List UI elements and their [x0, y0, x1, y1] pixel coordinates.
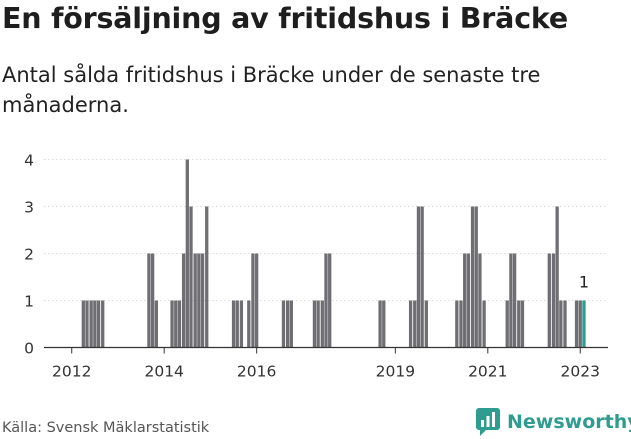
chart-title: En försäljning av fritidshus i Bräcke [2, 2, 569, 35]
bar [559, 300, 563, 348]
bar [416, 206, 421, 348]
bar [93, 300, 97, 348]
bar [96, 300, 101, 348]
y-tick-label: 4 [24, 152, 34, 170]
bar [512, 253, 517, 348]
bar [205, 206, 209, 348]
bar [424, 300, 428, 348]
bar [578, 300, 582, 348]
bar [147, 253, 151, 348]
bar [200, 253, 205, 348]
axes: 0 1 2 3 4 1 2012 2014 2016 2019 2021 2023 [24, 152, 608, 381]
x-tick-label: 2019 [376, 363, 415, 381]
bar [289, 300, 293, 348]
bar [189, 206, 193, 348]
bar [470, 206, 475, 348]
bar [463, 253, 467, 348]
bar [455, 300, 459, 348]
bar [235, 300, 239, 348]
bar [547, 253, 551, 348]
bar [459, 300, 463, 348]
bar [312, 300, 317, 348]
bar [85, 300, 89, 348]
x-tick-label: 2021 [468, 363, 507, 381]
bar-latest [582, 300, 586, 348]
x-tick-label: 2014 [144, 363, 183, 381]
bar [255, 253, 259, 348]
bar [509, 253, 513, 348]
bar [285, 300, 290, 348]
bar [320, 300, 324, 348]
bar [328, 253, 332, 348]
bar [316, 300, 320, 348]
bar [563, 300, 567, 348]
bar [89, 300, 93, 348]
bar-chart-logo-icon [476, 408, 500, 436]
y-tick-label: 3 [24, 199, 34, 217]
bar [251, 253, 255, 348]
bar [517, 300, 521, 348]
bar [174, 300, 178, 348]
bar [177, 300, 182, 348]
bar [574, 300, 579, 348]
bar [324, 253, 328, 348]
bar [505, 300, 509, 348]
bar [478, 253, 482, 348]
bar [150, 253, 155, 348]
bar [170, 300, 174, 348]
source-text: Källa: Svensk Mäklarstatistik [2, 420, 210, 436]
bar [520, 300, 525, 348]
y-tick-label: 0 [24, 340, 34, 358]
bar [382, 300, 386, 348]
bar [555, 206, 559, 348]
bar [482, 300, 486, 348]
bar [474, 206, 478, 348]
bar [420, 206, 424, 348]
data-label-latest: 1 [579, 273, 589, 292]
bar [81, 300, 85, 348]
bar [185, 159, 189, 348]
brand-logo: Newsworthy [476, 408, 631, 436]
x-tick-label: 2023 [561, 363, 600, 381]
bar [154, 300, 158, 348]
bar-chart: 0 1 2 3 4 1 2012 2014 2016 2019 2021 2023 [24, 152, 608, 381]
brand-name: Newsworthy [507, 411, 631, 433]
bar [378, 300, 382, 348]
y-tick-label: 2 [24, 246, 34, 264]
bars [81, 159, 586, 348]
bar [231, 300, 236, 348]
x-tick-label: 2012 [52, 363, 91, 381]
bar [193, 253, 197, 348]
bar [239, 300, 244, 348]
bar [466, 253, 471, 348]
bar [197, 253, 201, 348]
bar [413, 300, 417, 348]
bar [101, 300, 105, 348]
bar [247, 300, 251, 348]
x-tick-label: 2016 [237, 363, 276, 381]
y-tick-label: 1 [24, 293, 34, 311]
bar [408, 300, 413, 348]
chart-subtitle: Antal sålda fritidshus i Bräcke under de… [2, 63, 541, 117]
bar [281, 300, 286, 348]
bar [551, 253, 556, 348]
bar [181, 253, 186, 348]
